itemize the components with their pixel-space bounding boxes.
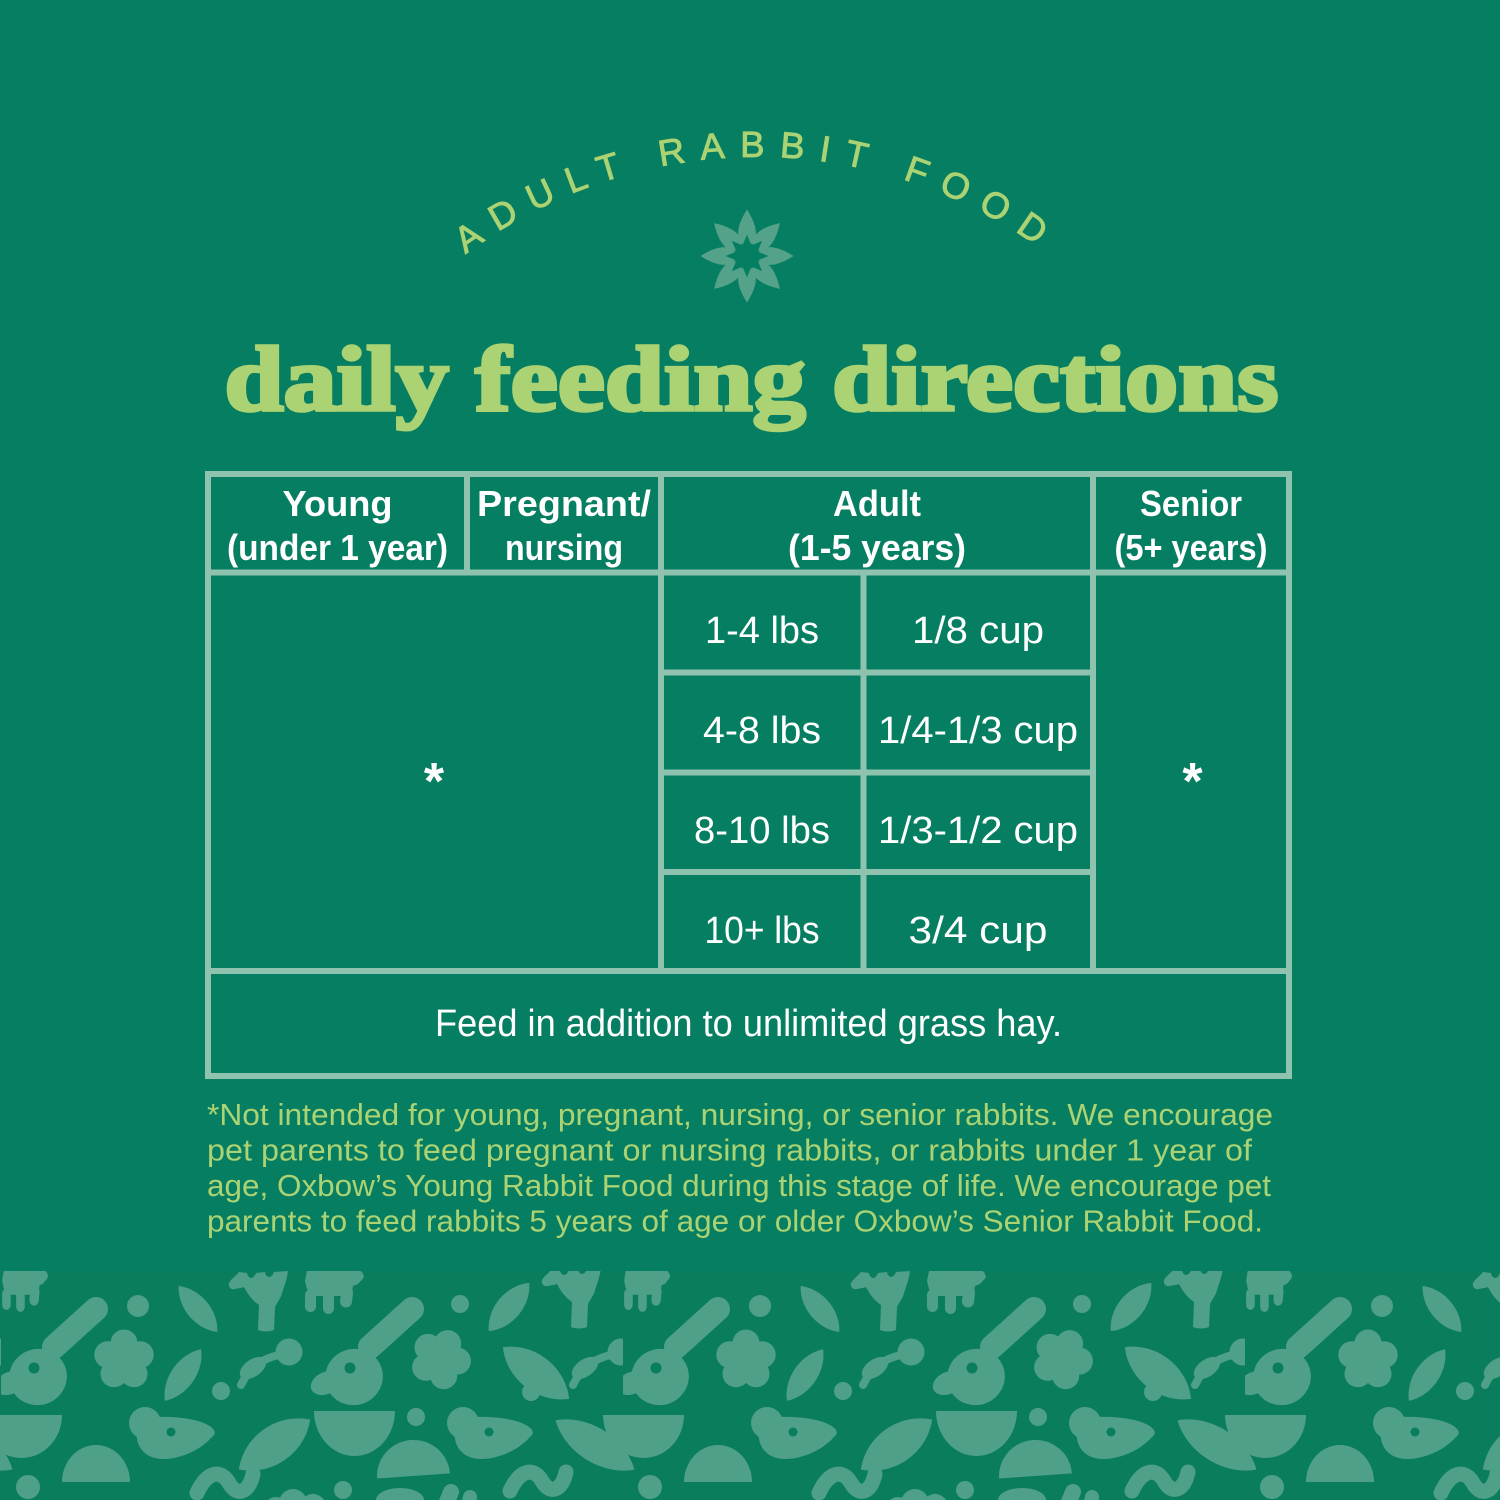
svg-text:8-10 lbs: 8-10 lbs — [694, 810, 830, 852]
svg-text:(1-5 years): (1-5 years) — [788, 527, 966, 568]
svg-text:daily feeding directions: daily feeding directions — [225, 328, 1279, 430]
svg-text:4-8 lbs: 4-8 lbs — [703, 710, 821, 752]
svg-text:(5+ years): (5+ years) — [1115, 527, 1268, 568]
svg-text:*Not intended for young, pregn: *Not intended for young, pregnant, nursi… — [207, 1097, 1273, 1132]
svg-text:(under 1 year): (under 1 year) — [227, 527, 448, 568]
svg-text:pet parents to feed pregnant o: pet parents to feed pregnant or nursing … — [207, 1133, 1252, 1168]
svg-text:Pregnant/: Pregnant/ — [477, 483, 651, 524]
svg-text:nursing: nursing — [505, 527, 623, 568]
svg-text:1/3-1/2 cup: 1/3-1/2 cup — [878, 810, 1078, 852]
svg-text:Adult: Adult — [833, 483, 921, 524]
svg-text:Senior: Senior — [1140, 483, 1242, 524]
svg-text:10+ lbs: 10+ lbs — [705, 910, 820, 952]
svg-text:1/4-1/3 cup: 1/4-1/3 cup — [878, 710, 1078, 752]
svg-text:*: * — [1182, 753, 1203, 811]
svg-text:Young: Young — [283, 483, 393, 524]
svg-text:3/4 cup: 3/4 cup — [909, 910, 1048, 952]
svg-text:age, Oxbow’s Young Rabbit Food: age, Oxbow’s Young Rabbit Food during th… — [207, 1168, 1271, 1203]
svg-text:1/8 cup: 1/8 cup — [912, 610, 1044, 652]
svg-text:1-4 lbs: 1-4 lbs — [705, 610, 819, 652]
svg-text:Feed in addition to unlimited: Feed in addition to unlimited grass hay. — [435, 1003, 1062, 1045]
svg-text:*: * — [424, 753, 445, 811]
svg-text:parents to feed rabbits 5 year: parents to feed rabbits 5 years of age o… — [207, 1204, 1263, 1239]
